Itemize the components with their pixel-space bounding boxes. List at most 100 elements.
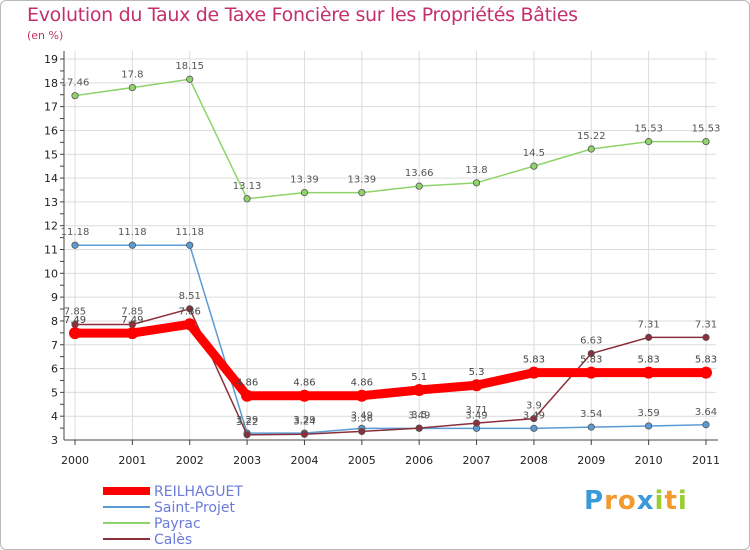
data-label: 15.53 — [692, 124, 721, 135]
data-point — [358, 427, 366, 436]
x-tick-label: 2001 — [118, 454, 146, 467]
y-tick-label: 15 — [44, 148, 58, 161]
data-label: 5.83 — [638, 355, 660, 366]
data-label: 4.86 — [293, 378, 315, 389]
series-line-reilhaguet — [70, 319, 711, 401]
data-point — [126, 327, 139, 340]
data-label: 15.22 — [577, 131, 606, 142]
data-labels: 7.49 7.49 7.86 4.86 4.86 4.86 5.1 5.3 5.83 5.83 5.… — [61, 61, 721, 428]
y-tick-label: 6 — [51, 363, 58, 376]
y-tick-label: 4 — [51, 410, 58, 423]
data-label: 5.83 — [580, 355, 602, 366]
data-label: 15.53 — [634, 124, 663, 135]
data-label: 3.24 — [293, 416, 315, 427]
data-point — [472, 419, 481, 427]
data-label: 13.66 — [405, 168, 434, 179]
x-tick-label: 2002 — [176, 454, 204, 467]
data-point — [183, 318, 196, 331]
data-label: 7.86 — [179, 306, 201, 317]
data-label: 18.15 — [175, 61, 204, 72]
data-point — [186, 75, 194, 83]
grid-lines — [65, 51, 716, 444]
data-label: 3.29 — [293, 415, 315, 426]
data-label: 3.49 — [351, 410, 373, 421]
logo-letter: r — [604, 486, 618, 516]
data-label: 7.49 — [64, 315, 86, 326]
data-label: 13.39 — [347, 175, 376, 186]
x-tick-label: 2011 — [692, 454, 720, 467]
data-label: 4.86 — [351, 378, 373, 389]
data-label: 13.8 — [465, 165, 487, 176]
data-point — [530, 424, 538, 432]
x-tick-label: 2007 — [463, 454, 491, 467]
data-point — [298, 389, 311, 402]
data-point — [241, 389, 254, 402]
data-label: 7.85 — [121, 307, 143, 318]
y-tick-label: 13 — [44, 196, 58, 209]
data-label: 11.18 — [118, 227, 147, 238]
data-point — [645, 138, 653, 146]
data-label: 17.8 — [121, 70, 143, 81]
data-label: 3.5 — [411, 410, 427, 421]
data-label: 3.49 — [465, 410, 487, 421]
data-label: 8.51 — [179, 291, 201, 302]
data-label: 5.3 — [469, 367, 485, 378]
y-tick-label: 5 — [51, 386, 58, 399]
data-point — [243, 195, 251, 203]
data-label: 3.22 — [236, 417, 258, 428]
data-label: 13.13 — [233, 181, 262, 192]
logo-letter: i — [677, 486, 688, 516]
data-point — [702, 421, 710, 429]
data-point — [702, 138, 710, 146]
data-point — [300, 430, 309, 438]
chart-subtitle: (en %) — [27, 29, 64, 42]
chart-title: Evolution du Taux de Taxe Foncière sur l… — [27, 4, 578, 26]
series-line-payrac — [74, 78, 707, 200]
data-point — [186, 305, 194, 313]
data-point — [415, 424, 423, 432]
y-tick-label: 7 — [51, 339, 58, 352]
data-label: 5.83 — [523, 355, 545, 366]
data-point — [587, 423, 595, 431]
data-label: 17.46 — [61, 78, 90, 89]
data-point — [530, 414, 538, 423]
data-label: 5.83 — [695, 355, 717, 366]
data-point — [702, 333, 710, 341]
data-point — [69, 327, 81, 340]
series-line-saint-projet — [74, 244, 707, 434]
data-label: 7.31 — [638, 319, 660, 330]
data-label: 7.31 — [695, 319, 717, 330]
data-label: 5.1 — [411, 372, 427, 383]
data-point — [71, 241, 79, 249]
data-label: 7.49 — [121, 315, 143, 326]
legend-label: REILHAGUET — [154, 484, 243, 500]
legend-label: Calès — [154, 532, 192, 548]
data-label: 3.49 — [408, 410, 430, 421]
data-point — [645, 422, 653, 430]
data-point — [128, 241, 136, 249]
data-point — [355, 389, 368, 402]
y-tick-label: 10 — [44, 267, 58, 280]
data-point — [128, 83, 136, 92]
y-tick-label: 3 — [51, 434, 58, 447]
logo-letter: i — [654, 486, 665, 516]
logo-letter: o — [617, 486, 637, 516]
x-tick-label: 2008 — [520, 454, 548, 467]
data-point — [700, 366, 712, 379]
data-point — [358, 188, 366, 197]
proxiti-logo: Proxiti — [584, 486, 688, 516]
logo-letter: P — [584, 486, 605, 516]
data-label: 3.64 — [695, 407, 717, 418]
y-tick-label: 16 — [44, 124, 58, 137]
legend-label: Payrac — [154, 516, 201, 532]
series-line-cal-s — [74, 308, 707, 436]
data-label: 3.29 — [236, 415, 258, 426]
y-tick-label: 9 — [51, 291, 58, 304]
data-label: 14.5 — [523, 148, 545, 159]
data-point — [587, 349, 595, 358]
x-tick-label: 2003 — [233, 454, 261, 467]
logo-letter: t — [664, 486, 678, 516]
data-point — [413, 383, 426, 396]
data-point — [243, 431, 251, 439]
